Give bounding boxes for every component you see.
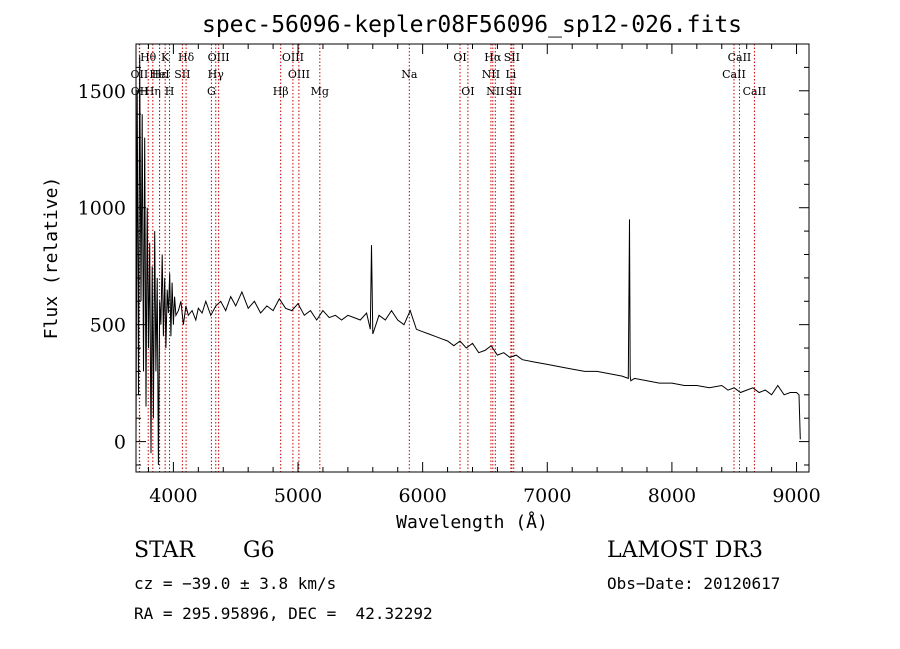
line-label: NII xyxy=(486,85,504,98)
line-label: OI xyxy=(453,51,466,64)
line-label: Hε xyxy=(152,68,168,81)
line-label: Mg xyxy=(311,85,329,98)
line-label: CaII xyxy=(722,68,746,81)
line-label: OIII xyxy=(282,51,304,64)
line-label: Hδ xyxy=(178,51,195,64)
x-tick-label: 4000 xyxy=(149,485,197,507)
line-label: OIII xyxy=(208,51,230,64)
axis-ticks: 4000 5000 6000 7000 8000 9000 0 500 1000 1500 xyxy=(78,43,821,507)
chart-title: spec-56096-kepler08F56096_sp12-026.fits xyxy=(202,12,742,38)
line-label: Hγ xyxy=(208,68,225,81)
x-tick-label: 9000 xyxy=(772,485,820,507)
line-label: Hα xyxy=(484,51,502,64)
line-label: Hβ xyxy=(273,85,289,98)
redshift-cz: cz = −39.0 ± 3.8 km/s xyxy=(134,574,337,593)
spectral-subclass: G6 xyxy=(243,538,275,563)
line-label: Na xyxy=(401,68,418,81)
line-label: SII xyxy=(504,51,520,64)
x-axis-label: Wavelength (Å) xyxy=(396,511,548,533)
survey-name: LAMOST DR3 xyxy=(607,538,763,563)
spectral-line-markers xyxy=(138,44,755,472)
plot-frame xyxy=(135,43,810,473)
flux-series-line xyxy=(135,55,801,466)
line-label: CaII xyxy=(728,51,752,64)
line-label: K xyxy=(161,51,170,64)
line-label: OI xyxy=(461,85,474,98)
line-label: NII xyxy=(482,68,500,81)
x-tick-label: 6000 xyxy=(398,485,446,507)
coordinates: RA = 295.95896, DEC = 42.32292 xyxy=(134,604,433,623)
x-tick-label: 7000 xyxy=(523,485,571,507)
line-label: Hθ xyxy=(140,51,157,64)
y-tick-label: 0 xyxy=(114,432,126,454)
object-type: STAR xyxy=(134,538,195,563)
line-label: H xyxy=(165,85,175,98)
line-label: HeI xyxy=(149,68,169,81)
line-label: OIII xyxy=(288,68,310,81)
line-label: SII xyxy=(506,85,522,98)
line-label: CaII xyxy=(743,85,767,98)
x-tick-label: 8000 xyxy=(648,485,696,507)
line-label: G xyxy=(207,85,216,98)
line-label: Hη xyxy=(145,85,161,98)
y-tick-label: 500 xyxy=(90,315,126,337)
observation-date: Obs−Date: 20120617 xyxy=(607,574,781,593)
y-axis-label: Flux (relative) xyxy=(41,177,62,340)
line-label: SII xyxy=(174,68,190,81)
x-tick-label: 5000 xyxy=(274,485,322,507)
y-tick-label: 1000 xyxy=(78,198,126,220)
line-label: Li xyxy=(505,68,516,81)
y-tick-label: 1500 xyxy=(78,81,126,103)
